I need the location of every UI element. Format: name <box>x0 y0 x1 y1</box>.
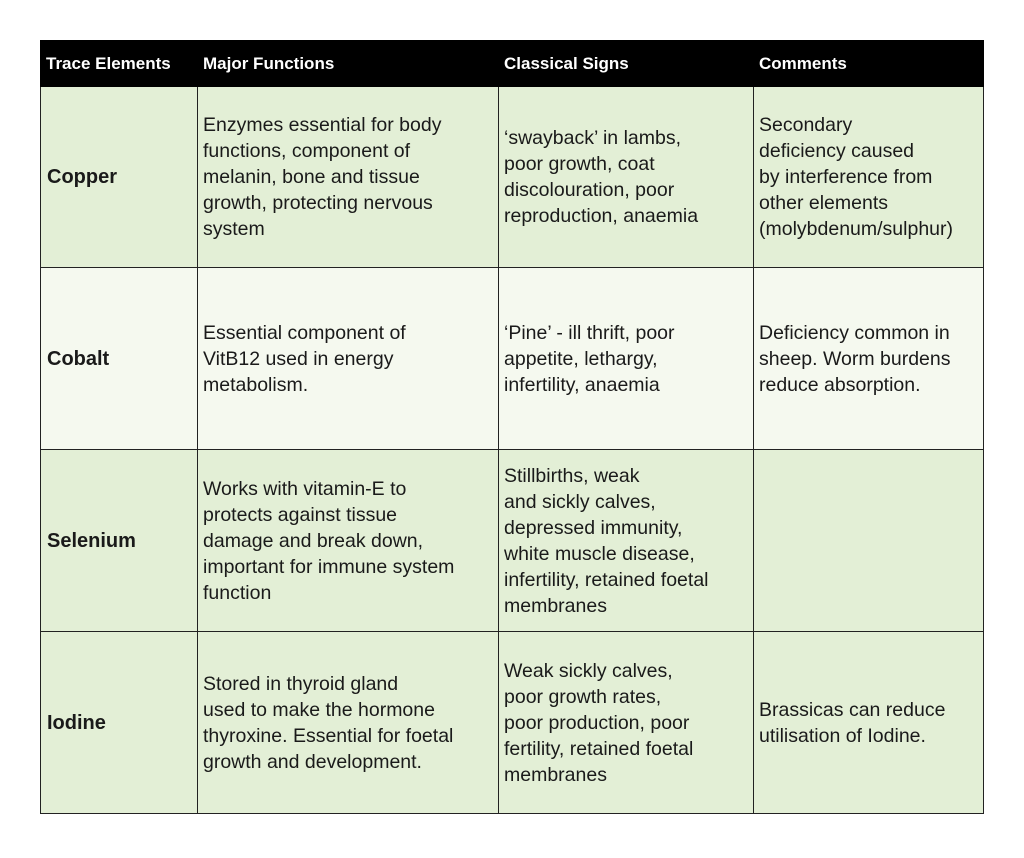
comments-cell: Deficiency common in sheep. Worm burdens… <box>754 268 984 450</box>
major-functions-cell: Enzymes essential for body functions, co… <box>198 87 499 268</box>
major-functions-cell: Essential component of VitB12 used in en… <box>198 268 499 450</box>
classical-signs-cell: ‘Pine’ - ill thrift, poor appetite, leth… <box>499 268 754 450</box>
element-name: Selenium <box>40 450 198 632</box>
header-classical-signs: Classical Signs <box>499 40 754 87</box>
major-functions-cell: Stored in thyroid gland used to make the… <box>198 632 499 814</box>
element-name: Copper <box>40 87 198 268</box>
major-functions-cell: Works with vitamin-E to protects against… <box>198 450 499 632</box>
comments-cell: Brassicas can reduce utilisation of Iodi… <box>754 632 984 814</box>
classical-signs-cell: ‘swayback’ in lambs, poor growth, coat d… <box>499 87 754 268</box>
classical-signs-cell: Stillbirths, weak and sickly calves, dep… <box>499 450 754 632</box>
comments-cell: Secondary deficiency caused by interfere… <box>754 87 984 268</box>
trace-elements-table: Trace Elements Major Functions Classical… <box>40 40 984 814</box>
element-name: Iodine <box>40 632 198 814</box>
comments-cell <box>754 450 984 632</box>
header-major-functions: Major Functions <box>198 40 499 87</box>
classical-signs-cell: Weak sickly calves, poor growth rates, p… <box>499 632 754 814</box>
element-name: Cobalt <box>40 268 198 450</box>
header-comments: Comments <box>754 40 984 87</box>
header-trace-elements: Trace Elements <box>40 40 198 87</box>
